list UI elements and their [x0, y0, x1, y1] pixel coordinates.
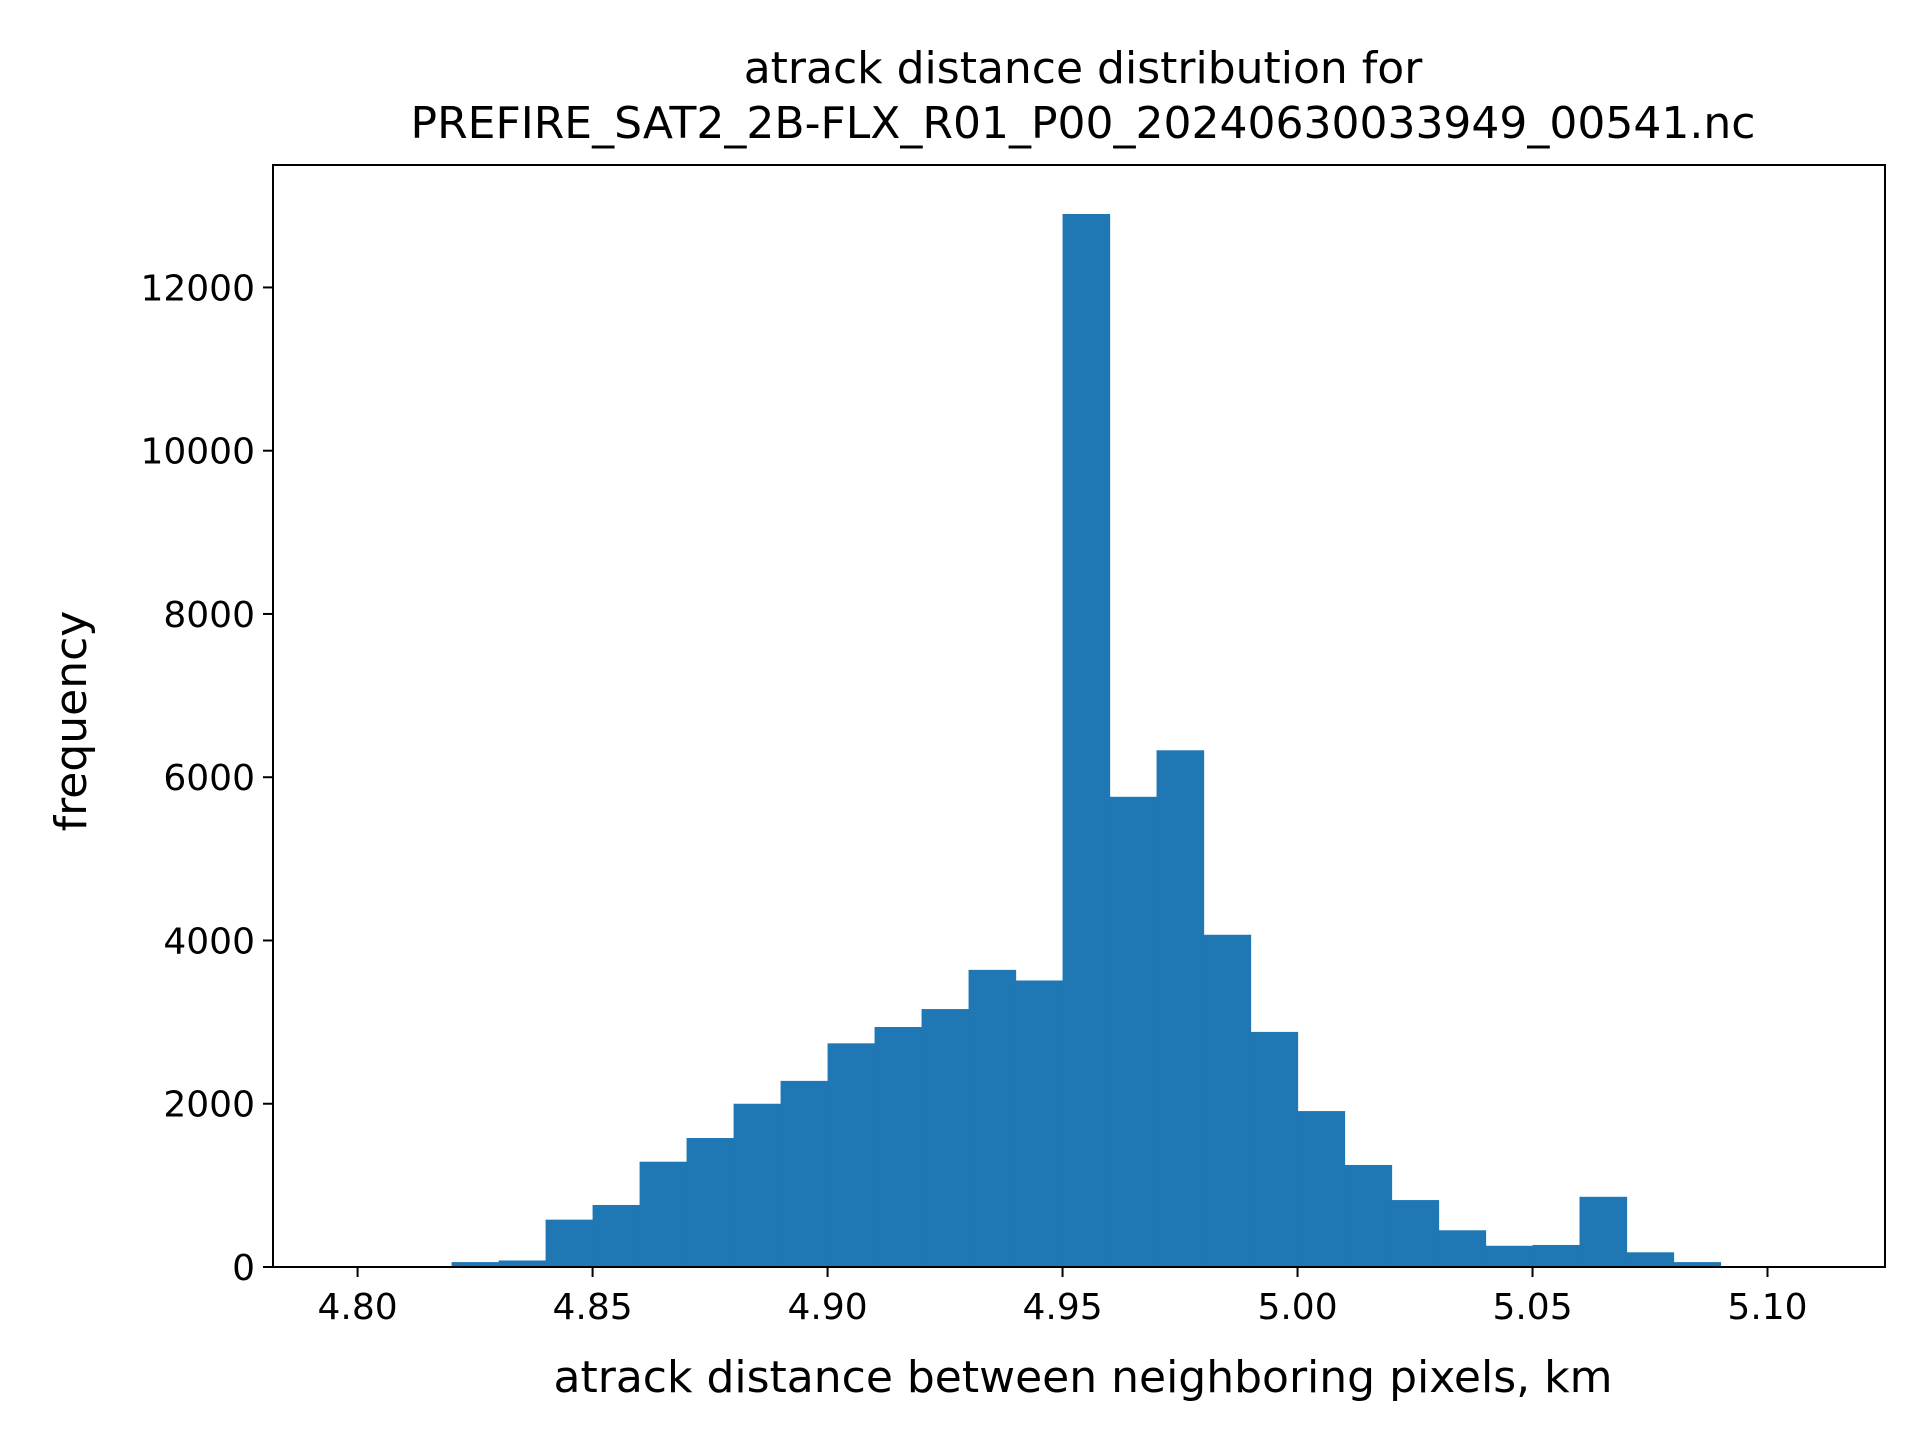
histogram-bar — [733, 1103, 782, 1267]
histogram-bar — [1532, 1244, 1581, 1267]
y-tick-label: 4000 — [163, 921, 255, 962]
histogram-bar — [1203, 934, 1252, 1267]
x-tick-label: 4.85 — [553, 1287, 633, 1328]
histogram-bar — [1015, 980, 1064, 1267]
x-tick-label: 4.90 — [787, 1287, 867, 1328]
x-tick-label: 4.80 — [318, 1287, 398, 1328]
histogram-bar — [592, 1204, 641, 1267]
chart-title-line-1: atrack distance distribution for — [744, 43, 1423, 94]
histogram-bar — [1344, 1164, 1393, 1267]
histogram-bar — [968, 969, 1017, 1267]
x-tick-label: 5.00 — [1257, 1287, 1337, 1328]
x-tick-label: 4.95 — [1022, 1287, 1102, 1328]
y-tick-label: 6000 — [163, 758, 255, 799]
histogram-bar — [827, 1043, 876, 1267]
histogram-bar — [1673, 1262, 1722, 1267]
x-axis-label: atrack distance between neighboring pixe… — [554, 1352, 1613, 1403]
histogram-bar — [1109, 796, 1158, 1267]
histogram-bar — [1297, 1111, 1346, 1267]
histogram-bar — [921, 1009, 970, 1267]
histogram-bar — [1579, 1196, 1628, 1267]
histogram-bar — [1485, 1245, 1534, 1267]
y-tick-label: 0 — [232, 1248, 255, 1289]
histogram-bar — [874, 1027, 923, 1267]
y-axis-label: frequency — [46, 611, 97, 832]
y-axis-ticks: 0 2000 4000 6000 8000 10000 12000 — [140, 268, 273, 1289]
histogram-bar — [1391, 1200, 1440, 1267]
histogram-bar — [1062, 213, 1111, 1268]
histogram-bar — [780, 1080, 829, 1267]
histogram-bar — [639, 1161, 688, 1267]
plot-frame — [272, 164, 1886, 1268]
y-tick-label: 12000 — [140, 268, 255, 309]
y-tick-label: 2000 — [163, 1085, 255, 1126]
chart-title-line-2: PREFIRE_SAT2_2B-FLX_R01_P00_202406300339… — [411, 98, 1756, 149]
x-axis-ticks: 4.80 4.85 4.90 4.95 5.00 5.05 5.10 — [318, 1267, 1808, 1328]
x-tick-label: 5.10 — [1727, 1287, 1807, 1328]
histogram-bar — [686, 1138, 735, 1267]
y-tick-label: 10000 — [140, 432, 255, 473]
y-tick-label: 8000 — [163, 595, 255, 636]
histogram-bar — [545, 1219, 594, 1267]
histogram-bar — [498, 1260, 547, 1267]
histogram-bar — [1250, 1031, 1299, 1267]
histogram-bar — [1626, 1252, 1675, 1267]
histogram-bar — [451, 1262, 500, 1267]
histogram-bar — [1156, 750, 1205, 1267]
histogram-bars — [451, 213, 1722, 1268]
histogram-bar — [1438, 1230, 1487, 1267]
x-tick-label: 5.05 — [1492, 1287, 1572, 1328]
